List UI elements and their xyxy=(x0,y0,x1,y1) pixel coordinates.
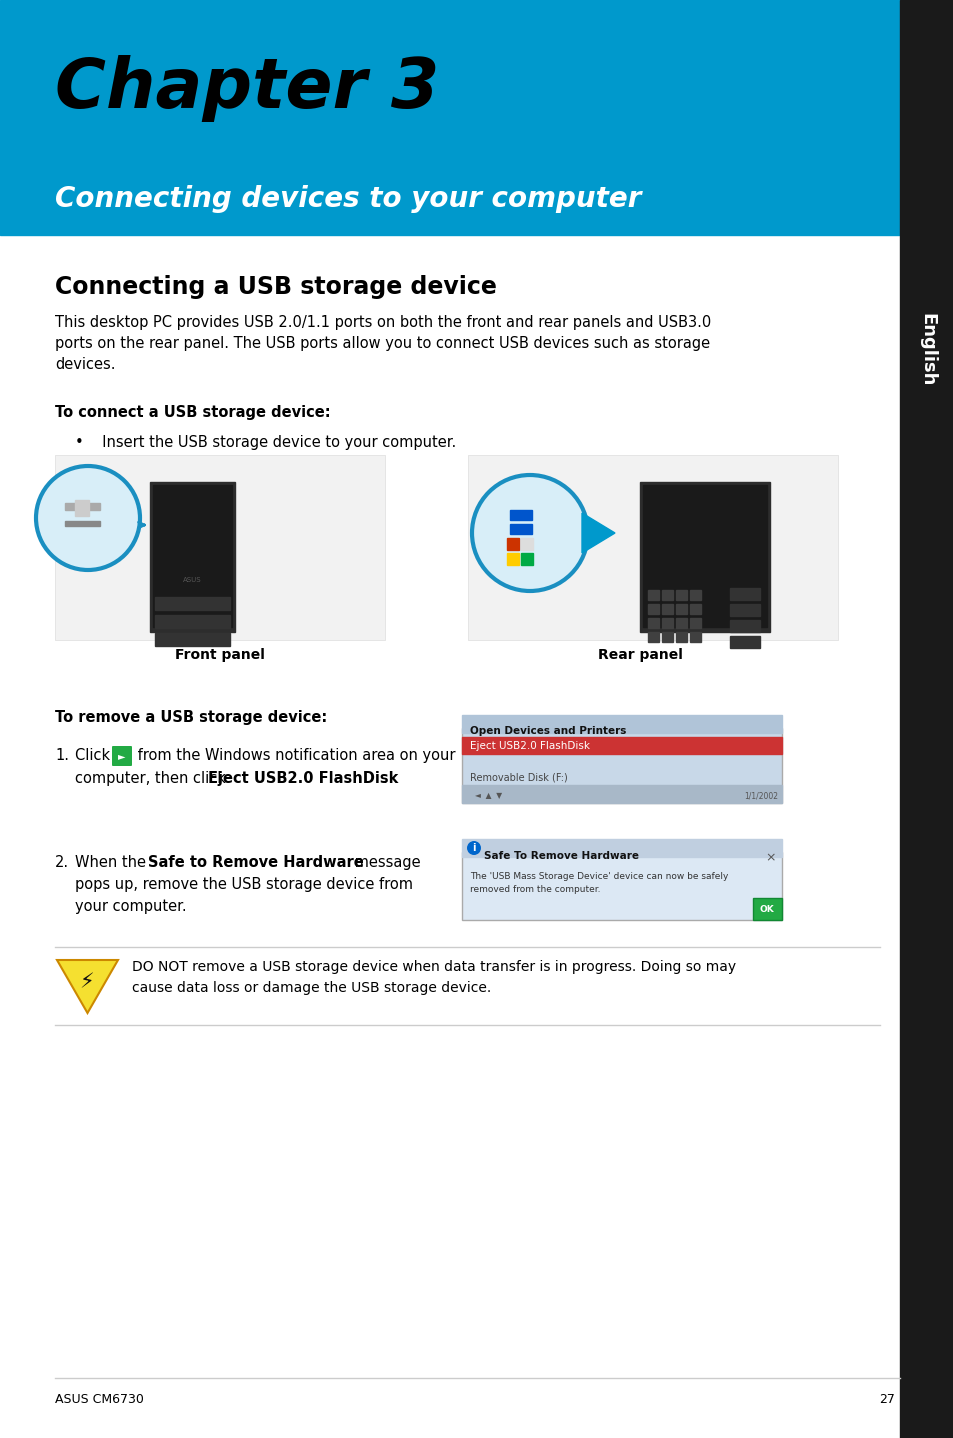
Bar xyxy=(676,618,686,628)
Text: ASUS: ASUS xyxy=(182,577,201,582)
Text: ×: × xyxy=(764,851,775,864)
Bar xyxy=(661,631,672,641)
Text: from the Windows notification area on your: from the Windows notification area on yo… xyxy=(132,748,455,764)
Text: Chapter 3: Chapter 3 xyxy=(55,55,439,122)
Circle shape xyxy=(472,475,587,591)
Circle shape xyxy=(36,466,140,569)
Bar xyxy=(689,590,700,600)
Bar xyxy=(661,590,672,600)
Text: 1.: 1. xyxy=(55,748,69,764)
Bar xyxy=(676,604,686,614)
Bar xyxy=(899,0,953,1438)
Text: OK: OK xyxy=(759,905,774,913)
Bar xyxy=(510,510,532,521)
Text: 1/1/2002: 1/1/2002 xyxy=(743,791,778,801)
FancyBboxPatch shape xyxy=(112,746,132,766)
Bar xyxy=(676,590,686,600)
Bar xyxy=(752,897,781,920)
Bar xyxy=(642,485,766,627)
Bar xyxy=(661,604,672,614)
Text: The 'USB Mass Storage Device' device can now be safely: The 'USB Mass Storage Device' device can… xyxy=(470,871,727,881)
Bar xyxy=(461,785,781,802)
Bar xyxy=(661,618,672,628)
Text: removed from the computer.: removed from the computer. xyxy=(470,884,599,894)
Bar xyxy=(154,633,230,646)
Text: Connecting devices to your computer: Connecting devices to your computer xyxy=(55,186,640,213)
Bar xyxy=(689,604,700,614)
Text: When the: When the xyxy=(75,856,151,870)
Bar xyxy=(150,482,234,631)
Text: Safe to Remove Hardware: Safe to Remove Hardware xyxy=(148,856,363,870)
Bar xyxy=(647,631,659,641)
Text: Connecting a USB storage device: Connecting a USB storage device xyxy=(55,275,497,299)
Bar xyxy=(689,631,700,641)
Text: To connect a USB storage device:: To connect a USB storage device: xyxy=(55,406,331,420)
Text: i: i xyxy=(472,843,476,853)
Text: Front panel: Front panel xyxy=(175,649,265,661)
Bar xyxy=(65,503,100,510)
Bar xyxy=(506,538,518,549)
Bar xyxy=(461,851,781,920)
Bar xyxy=(676,631,686,641)
Text: This desktop PC provides USB 2.0/1.1 ports on both the front and rear panels and: This desktop PC provides USB 2.0/1.1 por… xyxy=(55,315,711,372)
Text: Eject USB2.0 FlashDisk: Eject USB2.0 FlashDisk xyxy=(208,771,398,787)
Text: pops up, remove the USB storage device from: pops up, remove the USB storage device f… xyxy=(75,877,413,892)
Text: Click: Click xyxy=(75,748,114,764)
Text: Open Devices and Printers: Open Devices and Printers xyxy=(470,726,626,736)
Bar xyxy=(639,482,769,631)
Text: Safe To Remove Hardware: Safe To Remove Hardware xyxy=(483,851,639,861)
Text: ◄  ▲  ▼: ◄ ▲ ▼ xyxy=(475,791,501,801)
Bar xyxy=(154,597,230,610)
Text: computer, then click: computer, then click xyxy=(75,771,231,787)
Bar xyxy=(152,485,232,627)
Bar xyxy=(520,538,533,549)
Bar xyxy=(729,636,760,649)
Bar xyxy=(55,454,385,640)
Bar xyxy=(468,454,837,640)
Bar xyxy=(689,618,700,628)
Text: Rear panel: Rear panel xyxy=(597,649,681,661)
Bar xyxy=(647,618,659,628)
Bar xyxy=(65,521,100,526)
Text: .: . xyxy=(381,771,386,787)
Bar xyxy=(461,715,781,733)
Circle shape xyxy=(467,841,480,856)
Bar xyxy=(154,615,230,628)
Text: To remove a USB storage device:: To remove a USB storage device: xyxy=(55,710,327,725)
Bar xyxy=(520,554,533,565)
Text: DO NOT remove a USB storage device when data transfer is in progress. Doing so m: DO NOT remove a USB storage device when … xyxy=(132,961,736,995)
Bar xyxy=(647,604,659,614)
Text: ⚡: ⚡ xyxy=(80,972,94,992)
Text: English: English xyxy=(917,313,935,387)
Bar xyxy=(461,838,781,857)
Bar xyxy=(461,728,781,802)
Text: 2.: 2. xyxy=(55,856,69,870)
Bar xyxy=(647,590,659,600)
Bar xyxy=(461,738,781,754)
Bar xyxy=(75,500,89,516)
Text: •    Insert the USB storage device to your computer.: • Insert the USB storage device to your … xyxy=(75,436,456,450)
Text: your computer.: your computer. xyxy=(75,899,187,915)
Bar xyxy=(506,554,518,565)
Polygon shape xyxy=(57,961,118,1012)
Text: Eject USB2.0 FlashDisk: Eject USB2.0 FlashDisk xyxy=(470,741,589,751)
Bar xyxy=(729,620,760,631)
Text: Removable Disk (F:): Removable Disk (F:) xyxy=(470,772,567,782)
Polygon shape xyxy=(581,513,615,554)
Text: ASUS CM6730: ASUS CM6730 xyxy=(55,1393,144,1406)
Bar xyxy=(0,0,899,234)
Bar xyxy=(729,588,760,600)
Text: 27: 27 xyxy=(879,1393,894,1406)
Bar xyxy=(729,604,760,615)
Text: ►: ► xyxy=(118,751,126,761)
Text: message: message xyxy=(350,856,420,870)
Bar xyxy=(510,523,532,533)
